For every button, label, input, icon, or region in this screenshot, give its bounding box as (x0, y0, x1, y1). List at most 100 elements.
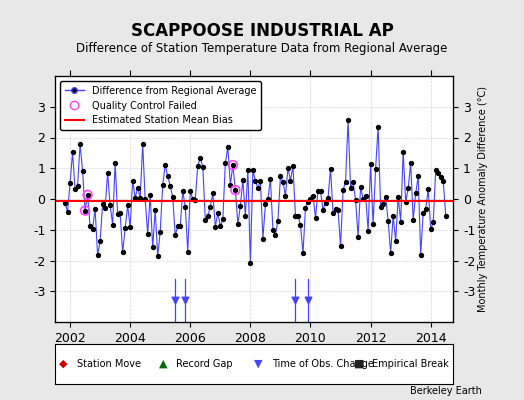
Point (61, 200, 69, 206)
Point (301, 204, 310, 211)
Text: ▲: ▲ (159, 359, 167, 369)
Point (424, 186, 432, 192)
Point (442, 212, 450, 219)
Point (314, 188, 322, 194)
Point (366, 161, 375, 168)
Point (169, 194, 177, 200)
Point (274, 217, 282, 224)
Text: Berkeley Earth: Berkeley Earth (410, 386, 482, 396)
Point (196, 154, 204, 161)
Point (419, 210, 428, 216)
Point (201, 216, 210, 223)
Point (159, 182, 167, 188)
Point (161, 162, 169, 168)
Point (336, 243, 345, 250)
Point (249, 166, 257, 173)
Point (284, 165, 292, 171)
Point (216, 223, 224, 230)
Point (106, 202, 114, 208)
Point (404, 185, 412, 192)
Point (356, 184, 365, 190)
Point (134, 184, 142, 191)
Point (372, 165, 380, 172)
Point (81, 207, 89, 214)
Point (221, 160, 230, 166)
Point (294, 213, 302, 220)
Point (291, 297, 300, 304)
Point (261, 201, 270, 208)
Point (166, 183, 174, 189)
Point (73, 183, 82, 190)
Point (391, 238, 400, 244)
Point (144, 231, 152, 238)
Point (311, 215, 320, 221)
Point (379, 200, 387, 207)
Point (131, 194, 139, 201)
Text: Time of Obs. Change: Time of Obs. Change (272, 359, 374, 369)
Point (334, 207, 342, 213)
Point (206, 204, 214, 210)
Point (146, 192, 155, 198)
Point (211, 224, 220, 230)
Point (329, 210, 337, 216)
Text: SCAPPOOSE INDUSTRIAL AP: SCAPPOOSE INDUSTRIAL AP (130, 22, 394, 40)
Point (321, 200, 330, 206)
Point (411, 190, 420, 197)
Point (286, 178, 294, 184)
Point (173, 223, 182, 229)
Point (124, 202, 132, 209)
Point (256, 178, 265, 184)
Point (264, 196, 272, 203)
Point (344, 117, 352, 123)
Point (276, 173, 285, 180)
Point (281, 193, 290, 199)
Point (138, 141, 147, 148)
Point (86, 223, 94, 230)
Point (246, 260, 255, 267)
Point (181, 203, 190, 210)
Point (429, 219, 438, 226)
Point (214, 210, 222, 216)
Point (183, 248, 192, 255)
Point (81, 207, 89, 214)
Point (376, 204, 385, 210)
Point (414, 173, 422, 179)
Point (417, 251, 425, 258)
Point (341, 178, 350, 185)
Point (219, 216, 227, 222)
Point (163, 173, 172, 180)
Point (121, 225, 129, 232)
Point (389, 212, 397, 219)
Point (191, 196, 200, 203)
Point (228, 162, 237, 168)
Point (238, 176, 247, 183)
Point (346, 184, 355, 191)
Point (186, 188, 194, 194)
Point (116, 210, 124, 216)
Point (154, 253, 162, 260)
Point (352, 197, 360, 203)
Point (319, 206, 327, 213)
Point (364, 227, 372, 234)
Point (181, 297, 190, 304)
Point (259, 236, 267, 242)
Point (101, 205, 110, 211)
Point (103, 170, 112, 176)
Point (407, 160, 415, 166)
Point (331, 206, 340, 212)
Point (236, 203, 245, 209)
Point (394, 193, 402, 200)
Point (204, 213, 212, 219)
Point (269, 227, 277, 233)
Point (83, 192, 92, 198)
Point (89, 226, 97, 232)
Point (289, 163, 297, 169)
Point (148, 244, 157, 251)
Point (241, 213, 249, 219)
Point (136, 195, 145, 201)
Point (83, 192, 92, 198)
Point (156, 228, 165, 235)
Point (427, 226, 435, 233)
Point (309, 192, 317, 199)
Point (387, 250, 395, 256)
